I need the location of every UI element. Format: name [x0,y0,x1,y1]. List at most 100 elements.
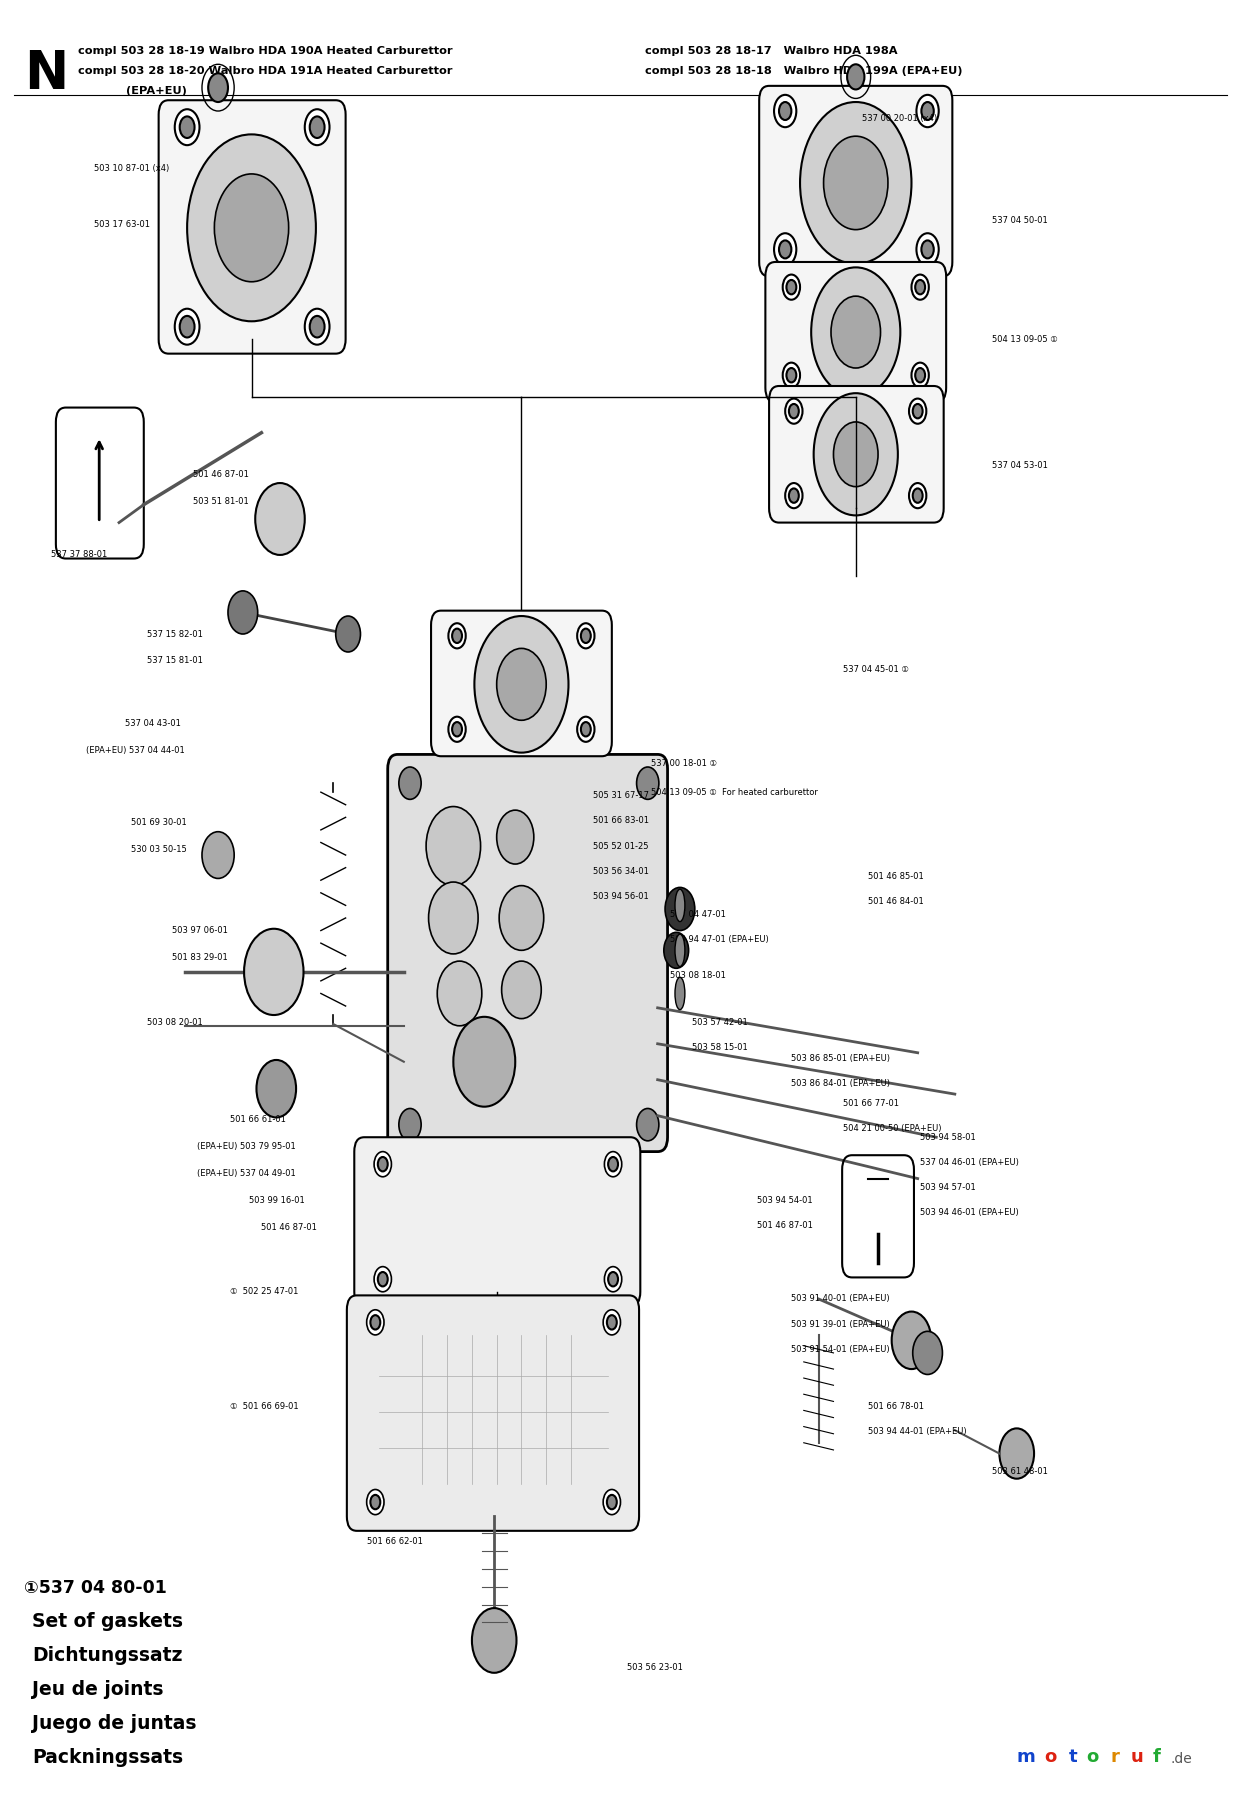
Circle shape [452,722,462,736]
Circle shape [398,767,421,799]
Circle shape [637,1109,659,1141]
FancyBboxPatch shape [387,754,668,1152]
Circle shape [180,117,195,139]
Circle shape [499,886,544,950]
Text: 503 94 57-01: 503 94 57-01 [920,1183,975,1192]
Text: 503 94 56-01: 503 94 56-01 [593,893,649,902]
Circle shape [787,281,797,295]
Text: 503 99 16-01: 503 99 16-01 [249,1195,305,1204]
Circle shape [921,103,933,121]
Text: Set of gaskets: Set of gaskets [32,1611,184,1631]
Circle shape [581,628,591,643]
Circle shape [310,317,325,337]
Text: N: N [24,49,68,101]
Circle shape [908,482,926,508]
Circle shape [603,1489,620,1514]
Text: 503 91 54-01 (EPA+EU): 503 91 54-01 (EPA+EU) [792,1345,890,1354]
Circle shape [779,241,792,259]
Circle shape [916,95,938,128]
Text: 504 13 09-05 ①: 504 13 09-05 ① [992,335,1057,344]
Circle shape [377,1273,387,1287]
Text: 503 57 42-01: 503 57 42-01 [692,1017,748,1026]
Circle shape [824,137,889,230]
Circle shape [581,722,591,736]
FancyBboxPatch shape [346,1296,639,1530]
Text: 530 03 50-15: 530 03 50-15 [132,846,187,855]
Text: 503 17 63-01: 503 17 63-01 [94,220,150,229]
Text: (EPA+EU) 537 04 49-01: (EPA+EU) 537 04 49-01 [197,1168,295,1177]
Text: 503 94 44-01 (EPA+EU): 503 94 44-01 (EPA+EU) [869,1427,967,1436]
Circle shape [370,1316,380,1330]
Circle shape [305,110,330,146]
Circle shape [916,234,938,266]
Circle shape [637,767,659,799]
Text: 501 46 84-01: 501 46 84-01 [869,896,923,905]
Text: t: t [1069,1748,1077,1766]
Circle shape [999,1429,1034,1480]
Text: 505 31 67-17: 505 31 67-17 [593,792,649,801]
FancyBboxPatch shape [766,263,946,401]
Circle shape [202,832,235,878]
Text: 503 97 06-01: 503 97 06-01 [172,925,228,934]
Circle shape [786,482,803,508]
Text: 505 52 01-25: 505 52 01-25 [593,842,649,851]
Circle shape [604,1267,622,1292]
FancyBboxPatch shape [759,86,952,277]
Circle shape [257,1060,297,1118]
Circle shape [501,961,541,1019]
Text: 503 94 47-01 (EPA+EU): 503 94 47-01 (EPA+EU) [670,934,768,943]
Circle shape [370,1494,380,1508]
Text: 503 94 54-01: 503 94 54-01 [757,1195,813,1204]
Circle shape [912,1332,942,1375]
Circle shape [911,362,928,387]
Circle shape [779,103,792,121]
Text: 537 04 50-01: 537 04 50-01 [992,216,1047,225]
Text: Juego de juntas: Juego de juntas [32,1714,197,1733]
Text: (EPA+EU) 537 04 44-01: (EPA+EU) 537 04 44-01 [86,747,185,756]
Text: 501 66 77-01: 501 66 77-01 [844,1098,900,1107]
FancyBboxPatch shape [769,385,943,522]
Circle shape [448,716,465,742]
Text: ①  502 25 47-01: ① 502 25 47-01 [231,1287,299,1296]
Ellipse shape [675,889,685,922]
Circle shape [774,234,797,266]
Circle shape [496,810,534,864]
Text: Jeu de joints: Jeu de joints [32,1679,164,1699]
Circle shape [208,74,228,103]
Circle shape [911,275,928,301]
Circle shape [774,95,797,128]
Text: o: o [1086,1748,1098,1766]
Circle shape [215,175,289,283]
Text: 503 86 85-01 (EPA+EU): 503 86 85-01 (EPA+EU) [792,1053,890,1062]
Text: 501 46 87-01: 501 46 87-01 [757,1220,813,1229]
Circle shape [783,362,800,387]
Circle shape [228,590,258,634]
Circle shape [256,482,305,554]
Circle shape [608,1157,618,1172]
Text: 503 51 81-01: 503 51 81-01 [194,497,249,506]
Text: m: m [1016,1748,1035,1766]
Circle shape [577,716,594,742]
Circle shape [800,103,911,265]
Circle shape [915,367,925,382]
Text: (EPA+EU) 503 79 95-01: (EPA+EU) 503 79 95-01 [197,1141,295,1150]
Text: 501 66 61-01: 501 66 61-01 [231,1114,287,1123]
Ellipse shape [675,977,685,1010]
Circle shape [187,135,316,320]
Text: 503 08 18-01: 503 08 18-01 [670,970,726,979]
Text: 537 04 45-01 ①: 537 04 45-01 ① [844,666,910,675]
Text: compl 503 28 18-18   Walbro HDA 199A (EPA+EU): compl 503 28 18-18 Walbro HDA 199A (EPA+… [645,67,963,76]
Circle shape [244,929,304,1015]
Text: 504 21 00-50 (EPA+EU): 504 21 00-50 (EPA+EU) [844,1123,942,1132]
Text: f: f [1153,1748,1160,1766]
Text: 537 04 47-01: 537 04 47-01 [670,909,726,918]
Text: 537 00 18-01 ①: 537 00 18-01 ① [652,760,717,769]
Circle shape [783,275,800,301]
Circle shape [831,297,881,367]
Circle shape [848,65,865,90]
Circle shape [812,268,900,396]
Text: 501 83 29-01: 501 83 29-01 [172,952,228,961]
Circle shape [607,1316,617,1330]
Text: 503 91 39-01 (EPA+EU): 503 91 39-01 (EPA+EU) [792,1319,890,1328]
Text: 503 10 87-01 (x4): 503 10 87-01 (x4) [94,164,170,173]
